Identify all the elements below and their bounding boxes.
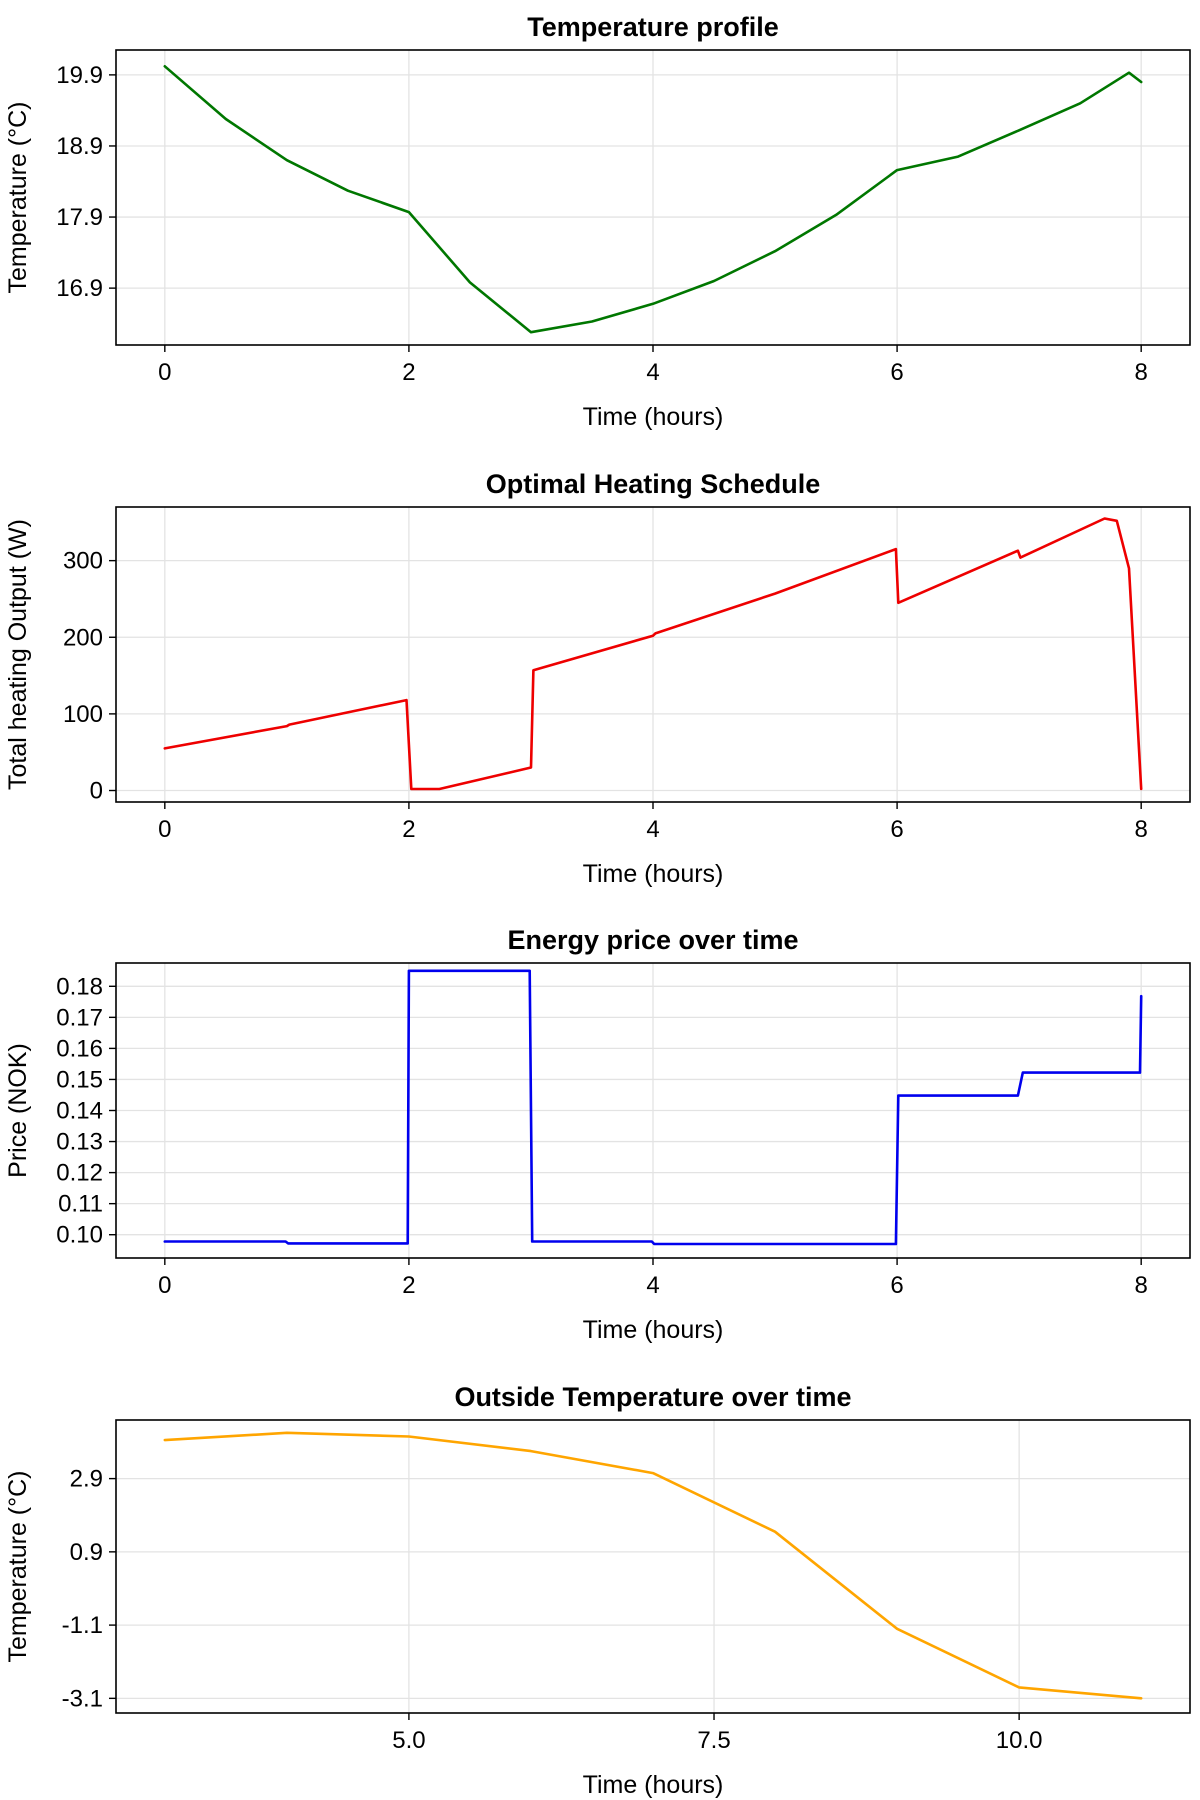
plot-frame <box>115 1419 1191 1714</box>
chart-panel-1: 0 2 4 6 8 16.9 17.9 18.9 19.9 Temperature profile… <box>4 12 1191 431</box>
x-tick-label: 7.5 <box>697 1727 730 1754</box>
x-axis-label: Time (hours) <box>583 860 724 888</box>
x-tick-label: 2 <box>402 359 415 386</box>
y-tick-label: 0.11 <box>58 1191 103 1218</box>
chart-title: Outside Temperature over time <box>454 1382 851 1412</box>
x-tick-label: 4 <box>646 359 659 386</box>
chart-panel-4: 5.0 7.5 10.0 -3.1 -1.1 0.9 2.9 Outside Temperat… <box>4 1382 1191 1799</box>
y-tick-label: -3.1 <box>62 1685 103 1712</box>
x-tick-label: 2 <box>402 1272 415 1299</box>
series-line <box>163 969 1143 1246</box>
chart-panel-2: 0 2 4 6 8 0 100 200 300 Optimal Heating Schedule T… <box>4 469 1191 888</box>
y-tick-label: -1.1 <box>62 1612 103 1639</box>
y-tick-label: 0.18 <box>56 973 103 1000</box>
x-tick-label: 10.0 <box>996 1727 1043 1754</box>
y-tick-label: 0.12 <box>56 1160 103 1187</box>
series-line <box>163 517 1143 791</box>
chart-panel-3: 0 2 4 6 8 0.10 0.11 0.12 0.13 0.14 0.15 0.16 0.17 0.1… <box>4 925 1191 1344</box>
x-tick-label: 2 <box>402 816 415 843</box>
x-axis-label: Time (hours) <box>583 1316 724 1344</box>
x-axis-label: Time (hours) <box>583 1771 724 1799</box>
y-tick-label: 100 <box>63 701 103 728</box>
y-tick-label: 300 <box>63 548 103 575</box>
y-tick-label: 0.14 <box>56 1098 103 1125</box>
chart-title: Temperature profile <box>527 12 779 42</box>
x-tick-label: 0 <box>158 816 171 843</box>
x-tick-label: 6 <box>890 816 903 843</box>
y-tick-label: 0 <box>90 778 103 805</box>
y-tick-label: 0.17 <box>56 1004 103 1031</box>
y-tick-label: 0.15 <box>56 1066 103 1093</box>
y-tick-label: 0.16 <box>56 1035 103 1062</box>
y-tick-label: 0.13 <box>56 1129 103 1156</box>
series-line <box>163 65 1143 334</box>
y-tick-label: 2.9 <box>70 1466 103 1493</box>
x-tick-label: 5.0 <box>392 1727 425 1754</box>
x-tick-label: 6 <box>890 359 903 386</box>
y-axis-label: Temperature (°C) <box>4 1471 32 1663</box>
y-tick-label: 18.9 <box>56 133 103 160</box>
y-axis-label: Temperature (°C) <box>4 102 32 294</box>
y-tick-label: 17.9 <box>56 204 103 231</box>
x-tick-label: 6 <box>890 1272 903 1299</box>
chart-title: Optimal Heating Schedule <box>486 469 821 499</box>
series-line <box>163 1431 1143 1700</box>
y-axis-label: Total heating Output (W) <box>4 519 32 790</box>
x-tick-label: 8 <box>1135 359 1148 386</box>
x-tick-label: 0 <box>158 1272 171 1299</box>
chart-title: Energy price over time <box>507 925 798 955</box>
x-tick-label: 0 <box>158 359 171 386</box>
y-tick-label: 16.9 <box>56 275 103 302</box>
y-tick-label: 0.9 <box>70 1539 103 1566</box>
x-tick-label: 8 <box>1135 816 1148 843</box>
y-tick-label: 19.9 <box>56 62 103 89</box>
x-tick-label: 8 <box>1135 1272 1148 1299</box>
y-axis-label: Price (NOK) <box>4 1043 32 1178</box>
y-tick-label: 200 <box>63 624 103 651</box>
x-tick-label: 4 <box>646 816 659 843</box>
x-tick-label: 4 <box>646 1272 659 1299</box>
y-tick-label: 0.10 <box>56 1222 103 1249</box>
x-axis-label: Time (hours) <box>583 403 724 431</box>
